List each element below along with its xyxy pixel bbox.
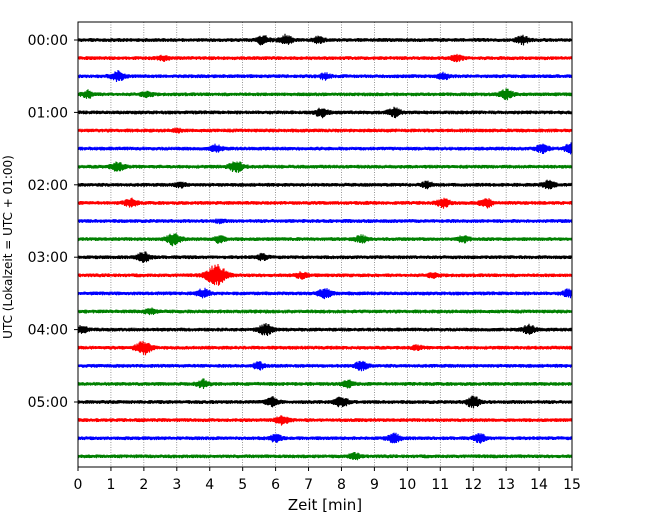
trace-row-2 — [77, 69, 573, 83]
x-tick-label: 1 — [106, 477, 115, 493]
trace-row-15 — [77, 307, 573, 316]
trace-row-20 — [77, 395, 573, 409]
x-tick-label: 10 — [398, 477, 416, 493]
x-axis-ticks: 0 1 2 3 4 5 6 7 8 9 10 11 12 13 14 15 — [74, 467, 581, 493]
y-tick-label: 01:00 — [28, 105, 68, 121]
trace-row-4 — [77, 106, 573, 119]
trace-row-18 — [77, 360, 573, 372]
x-tick-label: 14 — [530, 477, 548, 493]
trace-row-5 — [77, 127, 573, 134]
y-tick-label: 05:00 — [28, 395, 68, 411]
trace-row-7 — [77, 161, 573, 173]
trace-row-16 — [77, 323, 573, 336]
x-tick-label: 15 — [563, 477, 581, 493]
trace-row-0 — [77, 33, 573, 46]
x-tick-label: 9 — [370, 477, 379, 493]
y-tick-label: 00:00 — [28, 33, 68, 49]
x-tick-label: 2 — [139, 477, 148, 493]
trace-row-19 — [77, 378, 573, 389]
trace-row-11 — [77, 232, 573, 247]
x-tick-label: 6 — [271, 477, 280, 493]
y-tick-label: 02:00 — [28, 178, 68, 194]
trace-row-6 — [77, 142, 573, 155]
plot-frame — [77, 21, 573, 468]
trace-row-23 — [77, 451, 573, 461]
trace-row-13 — [77, 263, 573, 286]
trace-row-3 — [77, 88, 573, 101]
trace-row-17 — [77, 340, 573, 356]
y-axis-label: UTC (Lokalzeit = UTC + 01:00) — [1, 155, 15, 339]
y-tick-label: 03:00 — [28, 250, 68, 266]
x-tick-label: 12 — [464, 477, 482, 493]
y-tick-label: 04:00 — [28, 323, 68, 339]
trace-row-21 — [77, 415, 573, 426]
x-tick-label: 11 — [431, 477, 449, 493]
x-tick-label: 13 — [497, 477, 515, 493]
y-axis-ticks: 00:00 01:00 02:00 03:00 04:00 05:00 — [28, 33, 78, 411]
x-tick-label: 7 — [304, 477, 313, 493]
trace-row-14 — [77, 287, 573, 300]
x-tick-label: 3 — [172, 477, 181, 493]
x-tick-label: 5 — [238, 477, 247, 493]
x-tick-label: 0 — [74, 477, 83, 493]
x-axis-label: Zeit [min] — [288, 496, 362, 514]
trace-row-10 — [77, 218, 573, 225]
trace-row-12 — [77, 251, 573, 263]
x-tick-label: 8 — [337, 477, 346, 493]
x-tick-label: 4 — [205, 477, 214, 493]
seismic-traces — [77, 33, 573, 461]
trace-row-22 — [77, 432, 573, 444]
trace-row-9 — [77, 197, 573, 209]
trace-row-1 — [77, 53, 573, 63]
trace-row-8 — [77, 179, 573, 190]
